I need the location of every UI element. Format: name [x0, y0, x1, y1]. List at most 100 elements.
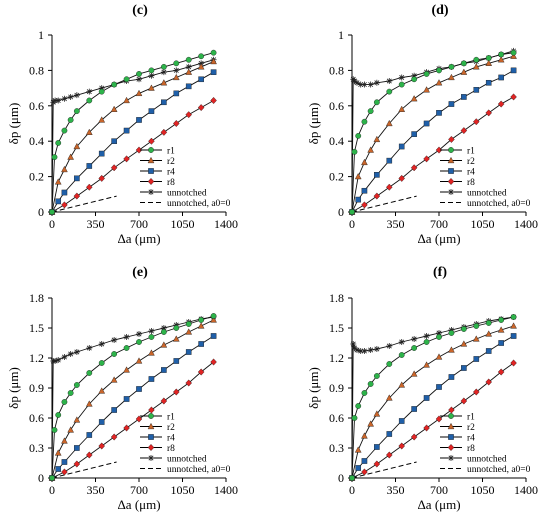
y-tick-label: 0 [38, 471, 44, 485]
chart-panel: (c) 0 350 700 1050 1400 0 0.2 0.4 0.6 0.8 1 Δa (μm) δ… [6, 3, 238, 246]
data-point [110, 376, 118, 383]
data-point [510, 67, 517, 74]
data-point [67, 117, 74, 123]
data-point [411, 336, 418, 342]
data-point [210, 316, 217, 323]
x-tick-label: 350 [87, 217, 105, 231]
data-point [485, 109, 492, 117]
data-point [423, 395, 430, 401]
legend-label: unnotched, a0=0 [467, 465, 531, 475]
data-point [460, 127, 468, 135]
data-point [510, 322, 517, 329]
data-point [61, 437, 68, 444]
data-point [367, 146, 374, 153]
legend-marker [147, 422, 155, 430]
data-point [61, 165, 68, 173]
data-point [73, 108, 80, 115]
data-point [461, 94, 467, 100]
data-point [351, 415, 358, 421]
data-point [473, 356, 480, 362]
data-point [485, 55, 492, 61]
y-tick-label: 0.3 [29, 441, 44, 455]
data-point [448, 346, 455, 353]
data-point [123, 345, 130, 351]
data-point [135, 415, 143, 423]
chart-panel: (e) 0 350 700 1050 1400 0 0.3 0.6 0.9 1.2 1.5 1.8 Δa … [6, 265, 238, 512]
legend-marker [148, 147, 154, 153]
data-point [197, 368, 205, 376]
y-tick-label: 1.5 [329, 321, 344, 335]
data-point [198, 317, 205, 323]
data-point [361, 390, 368, 396]
x-tick-label: 1050 [471, 483, 495, 497]
data-point [73, 92, 80, 99]
x-tick-label: 0 [49, 217, 55, 231]
legend-marker [448, 434, 454, 440]
data-point [73, 142, 81, 150]
y-axis-label: δp (μm) [6, 367, 21, 409]
data-point [61, 189, 68, 196]
data-point [74, 445, 80, 451]
data-point [355, 465, 362, 471]
data-point [172, 335, 180, 342]
data-point [86, 370, 93, 376]
data-point [173, 358, 180, 364]
data-point [361, 348, 368, 354]
y-tick-label: 0.6 [329, 99, 344, 113]
data-point [398, 339, 405, 345]
y-tick-label: 0.8 [329, 63, 344, 77]
data-point [472, 335, 480, 342]
data-point [161, 367, 167, 373]
y-tick-label: 1.8 [29, 291, 44, 305]
y-tick-label: 1.2 [329, 351, 344, 365]
data-point [148, 108, 155, 114]
data-point [173, 325, 180, 331]
data-point [160, 69, 167, 76]
x-tick-label: 700 [130, 217, 148, 231]
data-point [411, 406, 417, 412]
data-point [386, 361, 393, 367]
y-tick-label: 0.9 [29, 381, 44, 395]
data-point [411, 131, 417, 137]
data-point [473, 118, 480, 126]
data-point [498, 74, 504, 81]
data-point [67, 390, 74, 396]
data-point [136, 339, 142, 345]
data-point [351, 148, 358, 155]
data-point [357, 348, 364, 354]
y-axis-label: δp (μm) [6, 103, 21, 145]
data-point [61, 459, 68, 465]
series-line [51, 361, 214, 479]
data-point [473, 323, 480, 329]
legend-label: r1 [467, 413, 475, 423]
data-point [86, 88, 93, 95]
legend-label: r8 [167, 178, 175, 188]
data-point [74, 175, 80, 182]
x-axis-label: Δa (μm) [417, 231, 460, 246]
data-point [373, 460, 381, 468]
data-point [367, 108, 374, 115]
y-tick-label: 0.6 [29, 411, 44, 425]
data-point [73, 192, 81, 200]
data-point [374, 444, 380, 450]
data-point [460, 60, 467, 67]
legend-label: unnotched, a0=0 [167, 465, 231, 475]
data-point [148, 349, 155, 356]
data-point [49, 209, 55, 215]
data-point [210, 49, 217, 56]
y-axis-label: δp (μm) [306, 367, 321, 409]
series-line [351, 461, 417, 479]
data-point [197, 322, 205, 329]
data-point [423, 120, 430, 127]
x-tick-label: 700 [430, 483, 448, 497]
x-tick-label: 1400 [214, 217, 238, 231]
series-line [51, 461, 117, 479]
data-point [172, 73, 180, 81]
legend-label: r1 [167, 413, 175, 423]
data-point [55, 466, 62, 472]
data-point [385, 394, 393, 401]
data-point [354, 446, 362, 453]
data-point [86, 451, 93, 459]
data-point [367, 420, 374, 427]
data-point [136, 331, 142, 337]
